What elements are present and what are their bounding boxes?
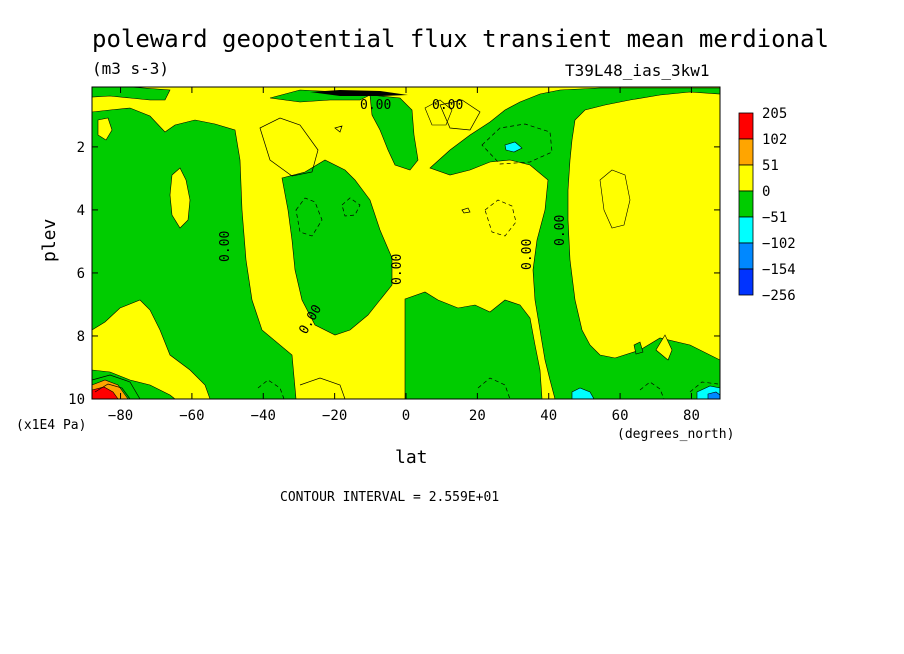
- x-tick-label: 60: [612, 408, 629, 424]
- colorbar-swatch: [738, 216, 754, 244]
- y-tick-label: 6: [77, 266, 85, 282]
- y-tick-label: 2: [77, 140, 85, 156]
- green-region-equator-top: [369, 94, 419, 171]
- contour-line-neg-4: [484, 199, 517, 237]
- cyan-region-1: [504, 141, 523, 153]
- colorbar-label: −51: [762, 210, 787, 226]
- x-axis-units: (degrees_north): [617, 427, 734, 442]
- contour-line-neg-8: [689, 381, 719, 393]
- contour-line-neg-2: [295, 197, 323, 237]
- contour-label: 0.00: [218, 231, 233, 262]
- contour-line-pos-7: [461, 207, 471, 214]
- contour-line-pos-6: [334, 125, 343, 133]
- run-label: T39L48_ias_3kw1: [565, 61, 710, 80]
- x-tick-label: 80: [683, 408, 700, 424]
- contour-label: 0.00: [432, 98, 463, 113]
- green-region-equator: [404, 291, 543, 400]
- contour-label: 0.00: [390, 254, 405, 285]
- colorbar-swatch: [738, 164, 754, 192]
- contour-line-pos-1: [259, 117, 319, 177]
- colorbar-swatch: [738, 242, 754, 270]
- positive-islands: [97, 99, 673, 361]
- contour-lines: [91, 99, 719, 400]
- y-tick-label: 4: [77, 203, 85, 219]
- chart-title: poleward geopotential flux transient mea…: [92, 25, 829, 53]
- colorbar-swatch: [738, 138, 754, 166]
- x-tick-label: 20: [469, 408, 486, 424]
- contour-line-neg-1: [481, 123, 553, 165]
- yellow-island-2: [97, 117, 113, 141]
- contour-line-pos-2: [439, 99, 481, 131]
- y-axis: 2 4 6 8 10: [68, 140, 720, 408]
- green-region-small: [633, 341, 644, 355]
- colorbar-label: −154: [762, 262, 796, 278]
- y-tick-label: 8: [77, 329, 85, 345]
- contour-label: 0.00: [360, 98, 391, 113]
- yellow-island-3: [599, 169, 631, 229]
- colorbar-label: 0: [762, 184, 770, 200]
- colorbar-swatch: [738, 112, 754, 140]
- y-tick-label: 10: [68, 392, 85, 408]
- x-tick-label: −40: [251, 408, 276, 424]
- green-region-midsouth: [281, 159, 393, 336]
- contour-line-neg-6: [639, 381, 665, 400]
- colorbar: 205 102 51 0 −51 −102 −154 −256: [738, 106, 796, 304]
- cyan-region-2: [571, 387, 595, 400]
- colorbar-label: −102: [762, 236, 796, 252]
- colorbar-swatch: [738, 268, 754, 296]
- negative-minima: [504, 141, 721, 400]
- contour-label: 0.00: [520, 239, 535, 270]
- y-axis-units: (x1E4 Pa): [16, 418, 86, 433]
- x-tick-label: 40: [540, 408, 557, 424]
- x-tick-label: −80: [108, 408, 133, 424]
- negative-regions: [91, 86, 721, 400]
- contour-line-pos-5: [91, 374, 141, 400]
- colorbar-label: −256: [762, 288, 796, 304]
- contour-line-pos-3: [299, 377, 346, 400]
- x-tick-label: 0: [402, 408, 410, 424]
- colorbar-label: 51: [762, 158, 779, 174]
- colorbar-label: 102: [762, 132, 787, 148]
- contour-line-pos-4: [94, 383, 131, 400]
- contour-label: 0.00: [553, 215, 568, 246]
- contour-interval: CONTOUR INTERVAL = 2.559E+01: [280, 490, 499, 505]
- x-tick-label: −20: [322, 408, 347, 424]
- green-region-top-left: [91, 86, 171, 101]
- yellow-island-4: [655, 334, 673, 361]
- contour-line-neg-3: [341, 197, 361, 217]
- yellow-island-1: [169, 167, 191, 229]
- y-axis-label: plev: [39, 219, 60, 262]
- yellow-island-5: [424, 99, 453, 126]
- green-region-north: [429, 87, 721, 400]
- green-region-south: [91, 107, 297, 400]
- colorbar-swatch: [738, 190, 754, 218]
- x-tick-label: −60: [179, 408, 204, 424]
- units-label: (m3 s-3): [92, 59, 169, 78]
- x-axis: −80 −60 −40 −20 0 20 40 60 80: [108, 87, 700, 424]
- colorbar-label: 205: [762, 106, 787, 122]
- x-axis-label: lat: [395, 447, 428, 468]
- contour-line-neg-5: [477, 377, 511, 400]
